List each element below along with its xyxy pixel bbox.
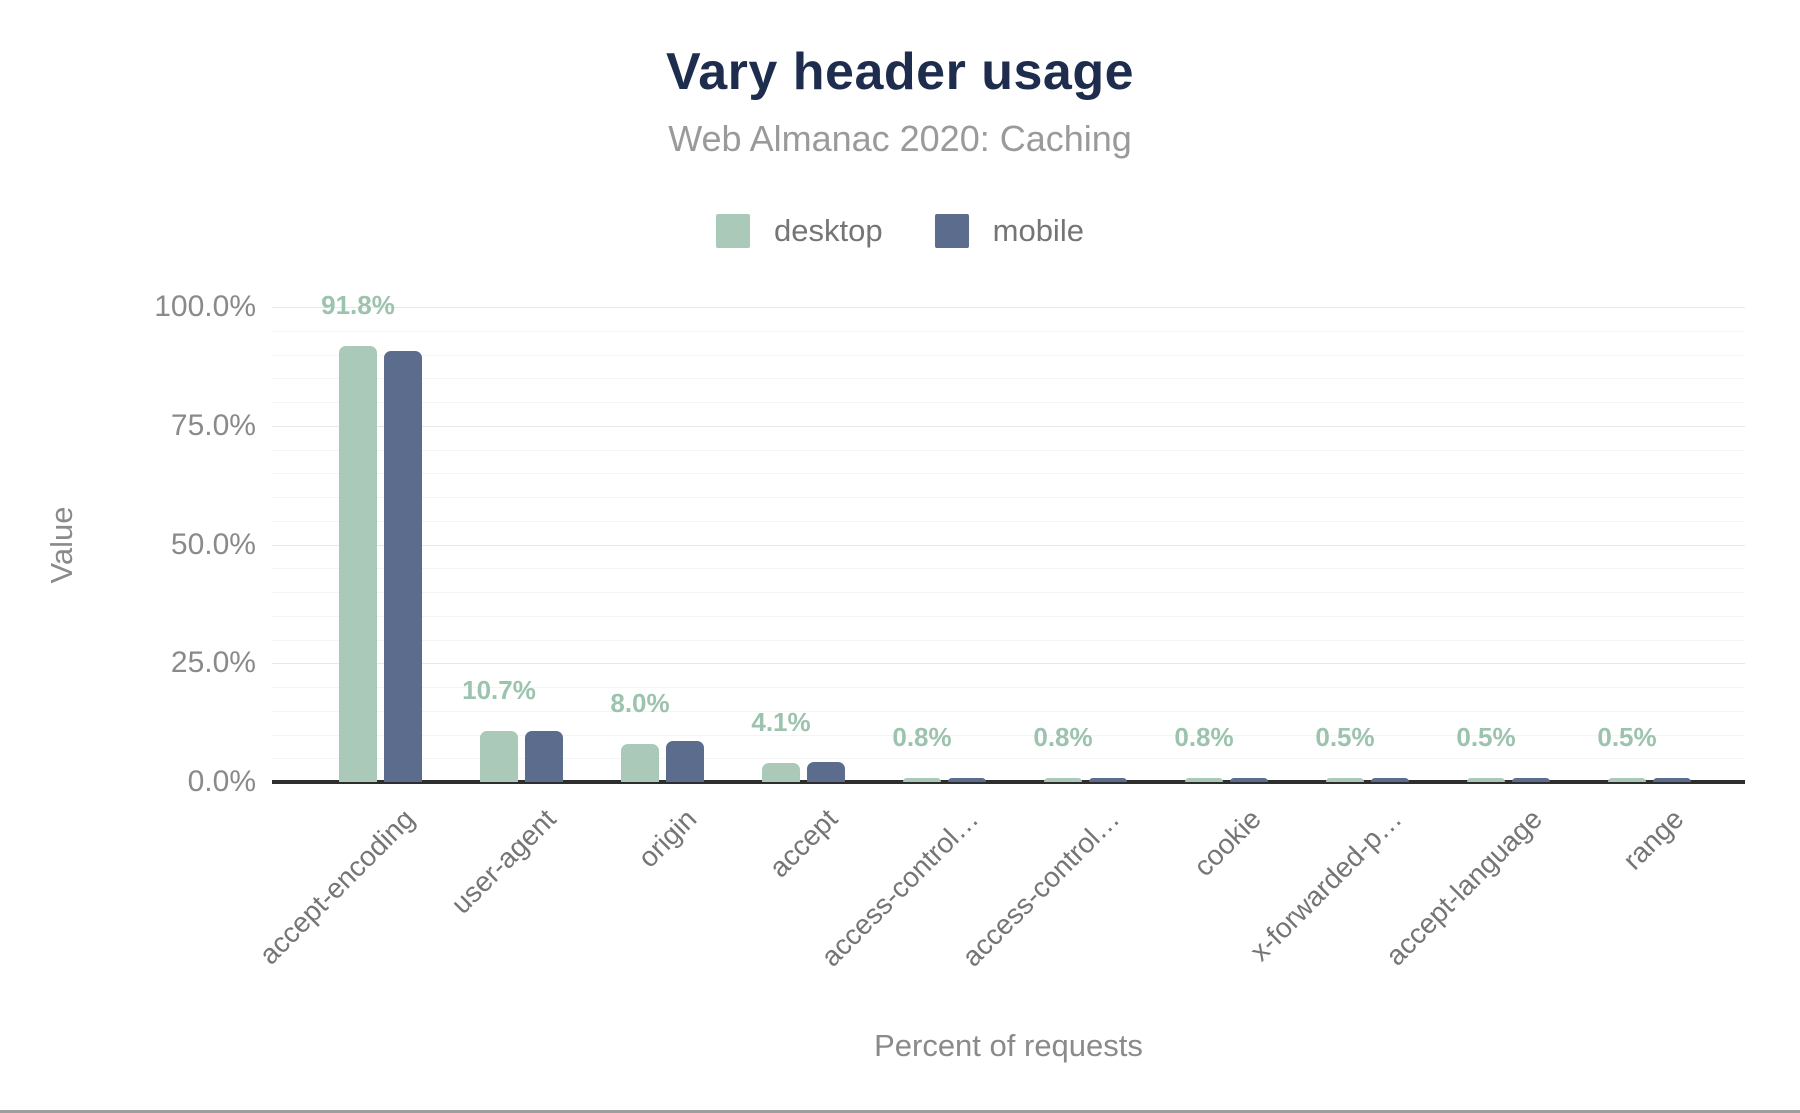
gridline-minor [272,735,1745,736]
gridline-minor [272,711,1745,712]
gridline-minor [272,355,1745,356]
y-tick-label-50: 50.0% [170,528,256,561]
bar-mobile-access-control[interactable] [1089,777,1127,782]
x-axis-line [272,780,1745,784]
y-tick-label-0: 0.0% [187,765,256,798]
gridline-minor [272,450,1745,451]
gridline-major [272,307,1745,308]
bar-value-label: 0.8% [1174,721,1234,752]
bar-value-label: 0.5% [1315,721,1375,752]
x-category-label: cookie [1187,803,1267,883]
y-tick-label-100: 100.0% [154,290,256,323]
bar-desktop-user-agent[interactable] [480,731,518,782]
bar-mobile-user-agent[interactable] [525,730,563,782]
x-category-label: x-forwarded-p… [1243,803,1408,967]
x-category-label: range [1616,803,1690,876]
gridline-minor [272,687,1745,688]
bar-value-label: 4.1% [751,706,811,737]
bar-desktop-cookie[interactable] [1185,777,1223,782]
gridline-minor [272,378,1745,379]
bar-mobile-accept-language[interactable] [1512,777,1550,782]
x-axis-title: Percent of requests [874,1028,1143,1063]
bar-desktop-accept-language[interactable] [1467,777,1505,782]
legend-label-desktop: desktop [774,213,883,248]
gridline-minor [272,521,1745,522]
chart-title: Vary header usage [665,43,1135,101]
x-category-label: accept [763,803,844,884]
gridline-major [272,545,1745,546]
gridline-minor [272,758,1745,759]
bar-desktop-origin[interactable] [621,744,659,782]
x-category-label: origin [632,803,703,874]
gridline-major [272,663,1745,664]
y-tick-label-25: 25.0% [170,646,256,679]
bar-mobile-accept-encoding[interactable] [384,351,422,782]
bar-value-label: 0.5% [1597,721,1657,752]
legend: desktop mobile [0,213,1800,249]
gridline-minor [272,568,1745,569]
legend-label-mobile: mobile [992,213,1084,248]
bar-mobile-origin[interactable] [666,741,704,782]
bar-value-label: 10.7% [462,675,536,706]
bottom-divider [0,1110,1800,1113]
bar-desktop-accept[interactable] [762,762,800,782]
mobile-swatch-icon [934,214,969,248]
bar-mobile-x-forwarded-p[interactable] [1371,777,1409,782]
bar-desktop-range[interactable] [1608,777,1646,782]
bar-desktop-x-forwarded-p[interactable] [1326,777,1364,782]
x-category-label: user-agent [444,803,562,920]
legend-item-desktop: desktop [716,213,883,249]
bar-mobile-access-control[interactable] [948,777,986,782]
bar-value-label: 8.0% [610,688,670,718]
chart-subtitle: Web Almanac 2020: Caching [668,118,1132,159]
bar-mobile-accept[interactable] [807,762,845,782]
x-category-label: accept-encoding [253,803,421,971]
bar-mobile-range[interactable] [1653,777,1691,782]
bar-desktop-access-control[interactable] [903,777,941,782]
gridline-minor [272,497,1745,498]
bar-value-label: 91.8% [321,289,395,320]
bar-mobile-cookie[interactable] [1230,777,1268,782]
bar-desktop-access-control[interactable] [1044,777,1082,782]
legend-item-mobile: mobile [934,213,1084,249]
gridline-minor [272,331,1745,332]
gridline-minor [272,592,1745,593]
bar-desktop-accept-encoding[interactable] [339,345,377,782]
bar-value-label: 0.8% [1033,721,1093,752]
bar-value-label: 0.5% [1456,721,1516,752]
y-tick-label-75: 75.0% [170,409,256,442]
gridline-minor [272,616,1745,617]
bar-value-label: 0.8% [892,721,952,752]
gridline-major [272,426,1745,427]
gridline-minor [272,640,1745,641]
gridline-minor [272,473,1745,474]
gridline-minor [272,402,1745,403]
y-axis-title: Value [44,506,79,584]
desktop-swatch-icon [716,214,751,248]
